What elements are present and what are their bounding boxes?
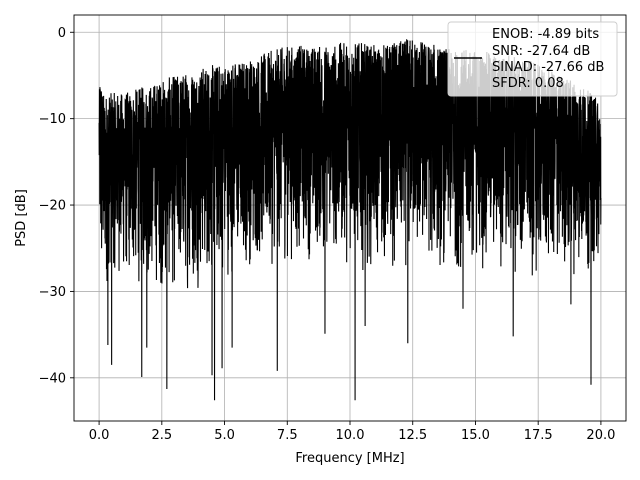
legend-sinad: SINAD: -27.66 dB [492,60,604,75]
x-tick-label: 2.5 [151,428,172,443]
x-tick-label: 20.0 [586,428,615,443]
x-tick-label: 12.5 [398,428,427,443]
y-tick-label: −30 [39,285,66,300]
y-tick-label: −40 [39,371,66,386]
legend-box [447,21,618,97]
legend-enob: ENOB: -4.89 bits [492,27,599,42]
x-axis-ticks: 0.0 2.5 5.0 7.5 10.0 12.5 15.0 17.5 20.0 [89,421,615,443]
x-tick-label: 0.0 [89,428,110,443]
y-axis-ticks: 0 −10 −20 −30 −40 [39,26,74,386]
x-tick-label: 10.0 [336,428,365,443]
legend-sfdr: SFDR: 0.08 [492,76,564,91]
x-tick-label: 5.0 [214,428,235,443]
x-tick-label: 15.0 [461,428,490,443]
x-axis-label: Frequency [MHz] [295,451,404,466]
y-tick-label: 0 [58,26,66,41]
psd-series-line [98,39,602,401]
legend-snr: SNR: -27.64 dB [492,44,590,59]
legend: ENOB: -4.89 bits SNR: -27.64 dB SINAD: -… [447,21,618,97]
y-tick-label: −20 [39,199,66,214]
y-axis-label: PSD [dB] [14,189,29,247]
plot-area [98,39,602,401]
x-tick-label: 17.5 [524,428,553,443]
x-tick-label: 7.5 [277,428,298,443]
y-tick-label: −10 [39,112,66,127]
